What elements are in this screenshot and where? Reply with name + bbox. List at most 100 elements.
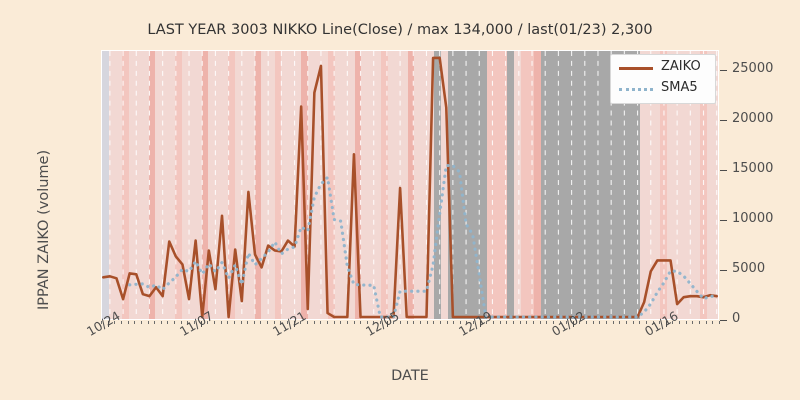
background-band — [128, 51, 149, 319]
x-tick-minor — [499, 321, 501, 324]
background-band — [254, 51, 262, 319]
x-tick-minor — [147, 321, 149, 324]
x-tick-minor — [632, 321, 634, 324]
x-tick-minor — [360, 321, 362, 324]
y-tick-label: 25000 — [732, 61, 774, 76]
x-tick-minor — [167, 321, 169, 324]
x-tick-minor — [380, 321, 382, 324]
x-tick-minor — [625, 321, 627, 324]
y-tick-mark — [720, 320, 727, 321]
x-tick-minor — [280, 321, 282, 324]
x-tick-minor — [699, 321, 701, 324]
x-tick-major — [200, 321, 202, 327]
y-tick-mark — [720, 120, 727, 121]
background-band — [155, 51, 176, 319]
background-band — [514, 51, 521, 319]
background-band — [175, 51, 182, 319]
y-axis-label: IPPAN ZAIKO (volume) — [36, 149, 52, 310]
background-band — [440, 51, 448, 319]
x-tick-major — [572, 321, 574, 327]
background-band — [507, 51, 514, 319]
x-tick-minor — [645, 321, 647, 324]
x-tick-minor — [619, 321, 621, 324]
x-tick-minor — [273, 321, 275, 324]
x-tick-minor — [240, 321, 242, 324]
x-tick-minor — [712, 321, 714, 324]
x-tick-minor — [552, 321, 554, 324]
x-tick-minor — [433, 321, 435, 324]
y-tick-mark — [720, 70, 727, 71]
y-tick-label: 5000 — [732, 261, 766, 276]
x-tick-minor — [227, 321, 229, 324]
x-tick-minor — [566, 321, 568, 324]
x-tick-minor — [539, 321, 541, 324]
y-tick-mark — [720, 220, 727, 221]
x-tick-minor — [174, 321, 176, 324]
legend-swatch-zaiko — [619, 67, 653, 70]
x-tick-minor — [213, 321, 215, 324]
x-tick-minor — [612, 321, 614, 324]
background-band — [381, 51, 388, 319]
x-tick-minor — [307, 321, 308, 324]
y-tick-label: 20000 — [732, 111, 774, 126]
x-tick-minor — [672, 321, 674, 324]
x-tick-minor — [493, 321, 495, 324]
x-tick-minor — [220, 321, 222, 324]
x-tick-minor — [140, 321, 142, 324]
background-band — [201, 51, 209, 319]
x-tick-minor — [592, 321, 594, 324]
x-tick-minor — [207, 321, 209, 324]
background-band — [520, 51, 534, 319]
plot-area: ZAIKO SMA5 — [101, 50, 719, 320]
x-tick-minor — [366, 321, 368, 324]
background-band — [228, 51, 235, 319]
data-series-layer — [102, 56, 718, 319]
x-tick-minor — [320, 321, 322, 324]
y-tick-label: 0 — [732, 311, 741, 326]
x-tick-minor — [287, 321, 289, 324]
x-tick-minor — [180, 321, 182, 324]
x-tick-major — [293, 321, 295, 327]
background-band — [533, 51, 541, 319]
x-tick-minor — [599, 321, 601, 324]
background-band — [447, 51, 488, 319]
x-tick-minor — [439, 321, 441, 324]
background-band — [102, 51, 109, 319]
x-tick-minor — [526, 321, 528, 324]
x-tick-minor — [586, 321, 588, 324]
x-tick-minor — [326, 321, 328, 324]
x-tick-minor — [486, 321, 488, 324]
x-tick-major — [107, 321, 109, 327]
x-tick-minor — [453, 321, 455, 324]
background-band — [148, 51, 156, 319]
background-band — [234, 51, 255, 319]
background-band — [354, 51, 362, 319]
x-tick-minor — [400, 321, 402, 324]
x-tick-minor — [373, 321, 375, 324]
y-tick-mark — [720, 170, 727, 171]
x-tick-minor — [313, 321, 315, 324]
chart-legend[interactable]: ZAIKO SMA5 — [610, 54, 716, 104]
background-band — [327, 51, 335, 319]
background-band — [706, 51, 718, 319]
x-tick-minor — [473, 321, 475, 324]
x-tick-minor — [346, 321, 348, 324]
background-band — [281, 51, 302, 319]
x-tick-minor — [393, 321, 395, 324]
x-tick-minor — [519, 321, 521, 324]
x-tick-minor — [719, 321, 720, 324]
x-tick-minor — [559, 321, 561, 324]
x-tick-minor — [532, 321, 534, 324]
x-tick-minor — [705, 321, 707, 324]
x-tick-minor — [546, 321, 548, 324]
x-tick-minor — [333, 321, 335, 324]
y-tick-label: 15000 — [732, 161, 774, 176]
x-tick-minor — [101, 321, 102, 324]
background-band — [274, 51, 282, 319]
x-tick-minor — [413, 321, 415, 324]
x-axis-label: DATE — [391, 368, 429, 384]
x-tick-minor — [260, 321, 262, 324]
background-band — [407, 51, 415, 319]
x-tick-minor — [187, 321, 189, 324]
